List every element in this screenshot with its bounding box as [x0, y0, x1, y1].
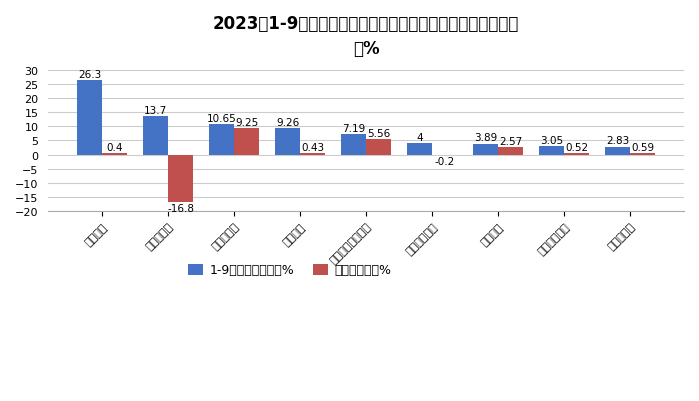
Text: 4: 4: [416, 133, 423, 143]
Bar: [102, 154, 127, 155]
Text: 5.56: 5.56: [367, 128, 390, 138]
Text: 10.65: 10.65: [207, 114, 236, 124]
Text: 0.43: 0.43: [301, 143, 324, 153]
Text: 13.7: 13.7: [144, 105, 167, 115]
Text: 2.83: 2.83: [606, 136, 629, 146]
Text: -16.8: -16.8: [167, 204, 194, 214]
Bar: [234, 129, 259, 155]
Text: 9.25: 9.25: [235, 118, 259, 128]
Text: 3.05: 3.05: [540, 136, 563, 146]
Bar: [168, 155, 193, 203]
Text: 2.57: 2.57: [499, 137, 522, 147]
Text: -0.2: -0.2: [435, 157, 455, 167]
Legend: 1-9月配套数量占比%, 占比同比增减%: 1-9月配套数量占比%, 占比同比增减%: [183, 259, 396, 282]
Bar: [539, 147, 564, 155]
Title: 2023年1-9月新能源重卡电机配套企业市场占比及占比同比增
减%: 2023年1-9月新能源重卡电机配套企业市场占比及占比同比增 减%: [213, 15, 519, 58]
Bar: [77, 81, 102, 155]
Text: 0.52: 0.52: [565, 143, 588, 153]
Text: 3.89: 3.89: [474, 133, 497, 143]
Bar: [209, 125, 234, 155]
Bar: [630, 154, 655, 155]
Bar: [275, 129, 300, 155]
Bar: [143, 117, 168, 155]
Text: 0.4: 0.4: [106, 143, 123, 153]
Bar: [432, 155, 457, 156]
Bar: [366, 140, 391, 155]
Bar: [300, 154, 325, 155]
Bar: [564, 154, 589, 155]
Bar: [605, 147, 630, 155]
Text: 0.59: 0.59: [631, 142, 654, 152]
Bar: [473, 144, 498, 155]
Bar: [407, 144, 432, 155]
Bar: [341, 135, 366, 155]
Bar: [498, 148, 523, 155]
Text: 26.3: 26.3: [78, 70, 101, 80]
Text: 7.19: 7.19: [342, 124, 365, 134]
Text: 9.26: 9.26: [276, 118, 299, 128]
